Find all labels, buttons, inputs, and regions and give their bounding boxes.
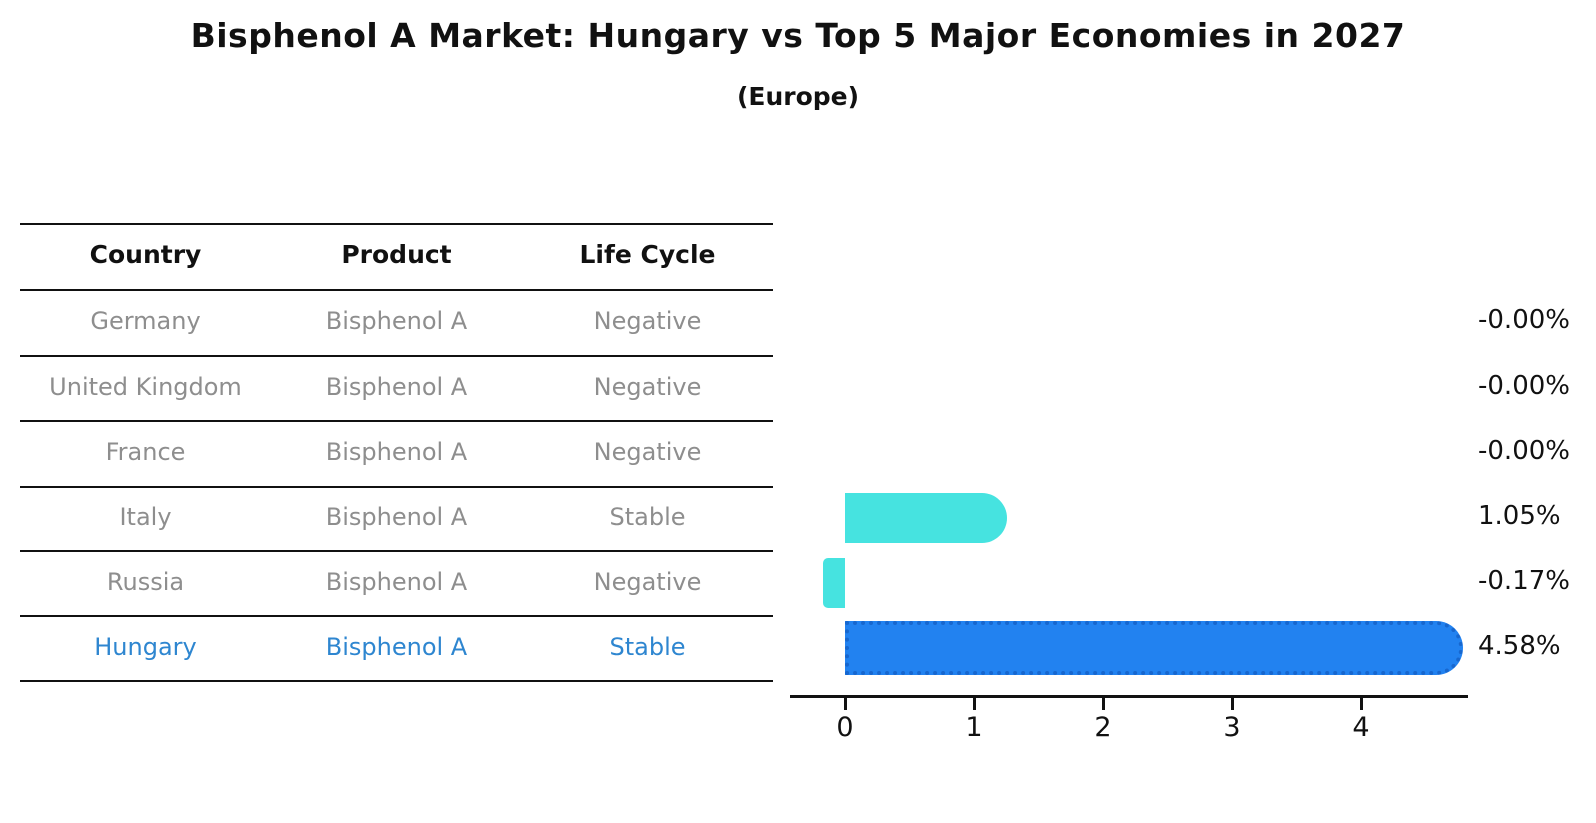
bar-hungary — [845, 621, 1463, 675]
x-axis-tick-label: 2 — [1094, 712, 1112, 743]
table-rule — [20, 289, 773, 291]
table-cell-country-italy: Italy — [119, 503, 172, 531]
x-axis-tick — [843, 698, 847, 710]
table-cell-product-russia: Bisphenol A — [325, 568, 468, 596]
table-cell-country-united-kingdom: United Kingdom — [49, 372, 242, 401]
table-cell-product-hungary: Bisphenol A — [325, 633, 468, 661]
value-label-italy: 1.05% — [1478, 501, 1561, 531]
table-header-country: Country — [89, 240, 202, 269]
table-cell-country-france: France — [105, 438, 186, 466]
table-cell-life_cycle-italy: Stable — [609, 503, 686, 531]
x-axis-tick-label: 1 — [965, 712, 983, 743]
chart-title: Bisphenol A Market: Hungary vs Top 5 Maj… — [190, 16, 1406, 55]
value-label-united-kingdom: -0.00% — [1478, 370, 1570, 401]
value-label-france: -0.00% — [1478, 436, 1570, 466]
value-label-russia: -0.17% — [1478, 566, 1570, 596]
value-label-hungary: 4.58% — [1478, 631, 1561, 661]
table-cell-life_cycle-russia: Negative — [593, 568, 702, 596]
table-cell-product-united-kingdom: Bisphenol A — [325, 372, 468, 401]
table-cell-country-russia: Russia — [106, 568, 185, 596]
table-cell-life_cycle-germany: Negative — [593, 307, 702, 335]
table-rule — [20, 223, 773, 225]
x-axis-tick-label: 3 — [1223, 712, 1241, 743]
table-rule — [20, 355, 773, 357]
x-axis-line — [790, 695, 1468, 698]
table-cell-life_cycle-united-kingdom: Negative — [593, 372, 702, 401]
table-cell-product-italy: Bisphenol A — [325, 503, 468, 531]
table-header-product: Product — [341, 240, 452, 269]
x-axis-tick — [1101, 698, 1105, 710]
x-axis-tick — [1359, 698, 1363, 710]
table-cell-product-france: Bisphenol A — [325, 438, 468, 466]
table-rule — [20, 420, 773, 422]
bar-russia — [823, 558, 845, 608]
table-rule — [20, 615, 773, 617]
table-rule — [20, 680, 773, 682]
x-axis-tick — [972, 698, 976, 710]
table-header-life_cycle: Life Cycle — [579, 240, 716, 269]
table-cell-life_cycle-france: Negative — [593, 438, 702, 466]
table-rule — [20, 550, 773, 552]
chart-subtitle: (Europe) — [736, 82, 860, 111]
table-cell-product-germany: Bisphenol A — [325, 307, 468, 335]
table-rule — [20, 486, 773, 488]
x-axis-tick — [1230, 698, 1234, 710]
value-label-germany: -0.00% — [1478, 305, 1570, 335]
table-cell-life_cycle-hungary: Stable — [609, 633, 686, 661]
x-axis-tick-label: 4 — [1352, 712, 1370, 743]
table-cell-country-hungary: Hungary — [94, 633, 197, 661]
bar-italy — [845, 493, 1008, 543]
table-cell-country-germany: Germany — [90, 307, 201, 335]
x-axis-tick-label: 0 — [836, 712, 854, 743]
